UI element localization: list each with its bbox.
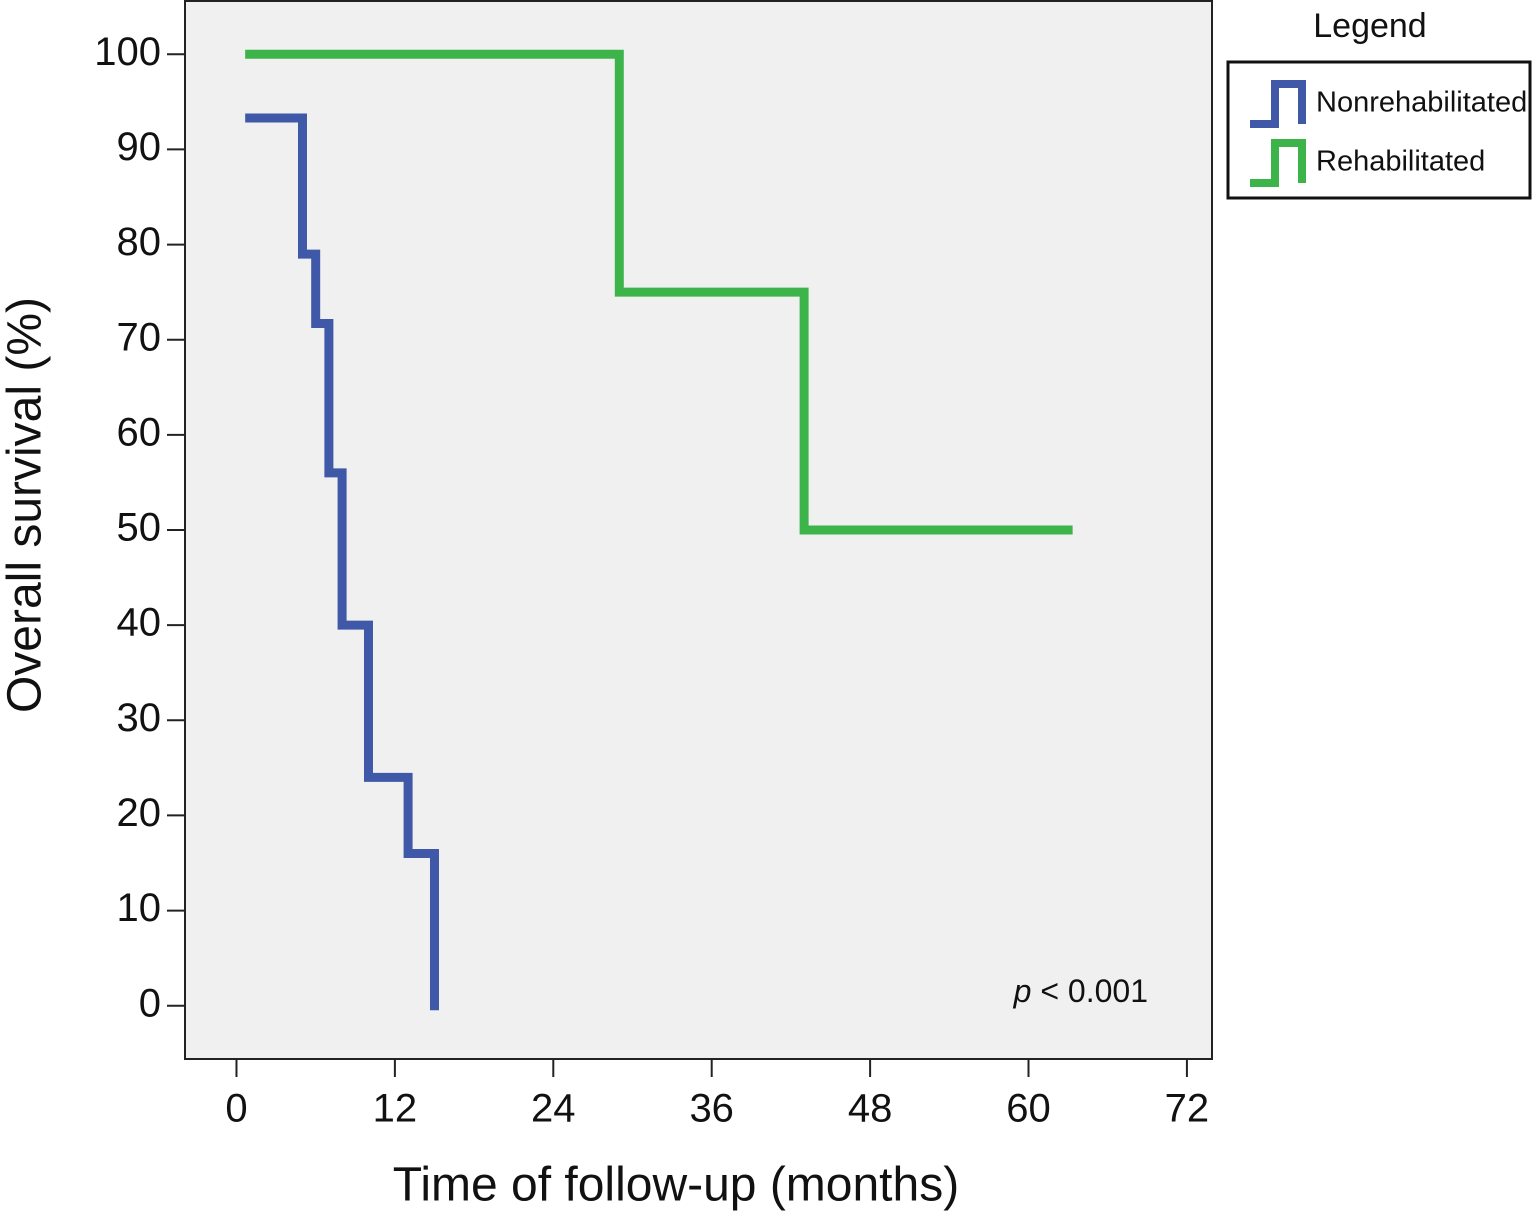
x-tick-label: 0 — [225, 1087, 247, 1131]
x-tick-label: 36 — [689, 1087, 734, 1131]
legend-label: Nonrehabilitated — [1316, 87, 1527, 119]
survival-line — [245, 113, 439, 1011]
annotation: p < 0.001 — [1013, 973, 1148, 1009]
y-tick-label: 50 — [117, 506, 162, 550]
y-tick-label: 70 — [117, 315, 162, 359]
y-tick-label: 100 — [94, 30, 161, 74]
legend-title: Legend — [1313, 7, 1426, 45]
y-tick-label: 10 — [117, 886, 162, 930]
annotation-text: < 0.001 — [1040, 973, 1148, 1009]
y-tick-label: 60 — [117, 410, 162, 454]
x-tick-label: 72 — [1165, 1087, 1210, 1131]
y-axis-title: Overall survival (%) — [0, 297, 52, 713]
legend-label: Rehabilitated — [1316, 146, 1485, 178]
y-tick-label: 80 — [117, 220, 162, 264]
y-tick-label: 0 — [139, 981, 161, 1025]
survival-line — [245, 49, 1073, 535]
x-tick-label: 12 — [373, 1087, 418, 1131]
legend-swatch — [1250, 139, 1306, 187]
x-tick-label: 60 — [1006, 1087, 1051, 1131]
x-tick-label: 24 — [531, 1087, 576, 1131]
annotation-variable: p — [1013, 973, 1032, 1009]
x-tick-label: 48 — [848, 1087, 893, 1131]
y-tick-label: 20 — [117, 791, 162, 835]
x-axis-title: Time of follow-up (months) — [393, 1159, 959, 1212]
legend-swatch — [1250, 80, 1306, 128]
y-tick-label: 90 — [117, 125, 162, 169]
y-tick-label: 30 — [117, 696, 162, 740]
y-tick-label: 40 — [117, 601, 162, 645]
